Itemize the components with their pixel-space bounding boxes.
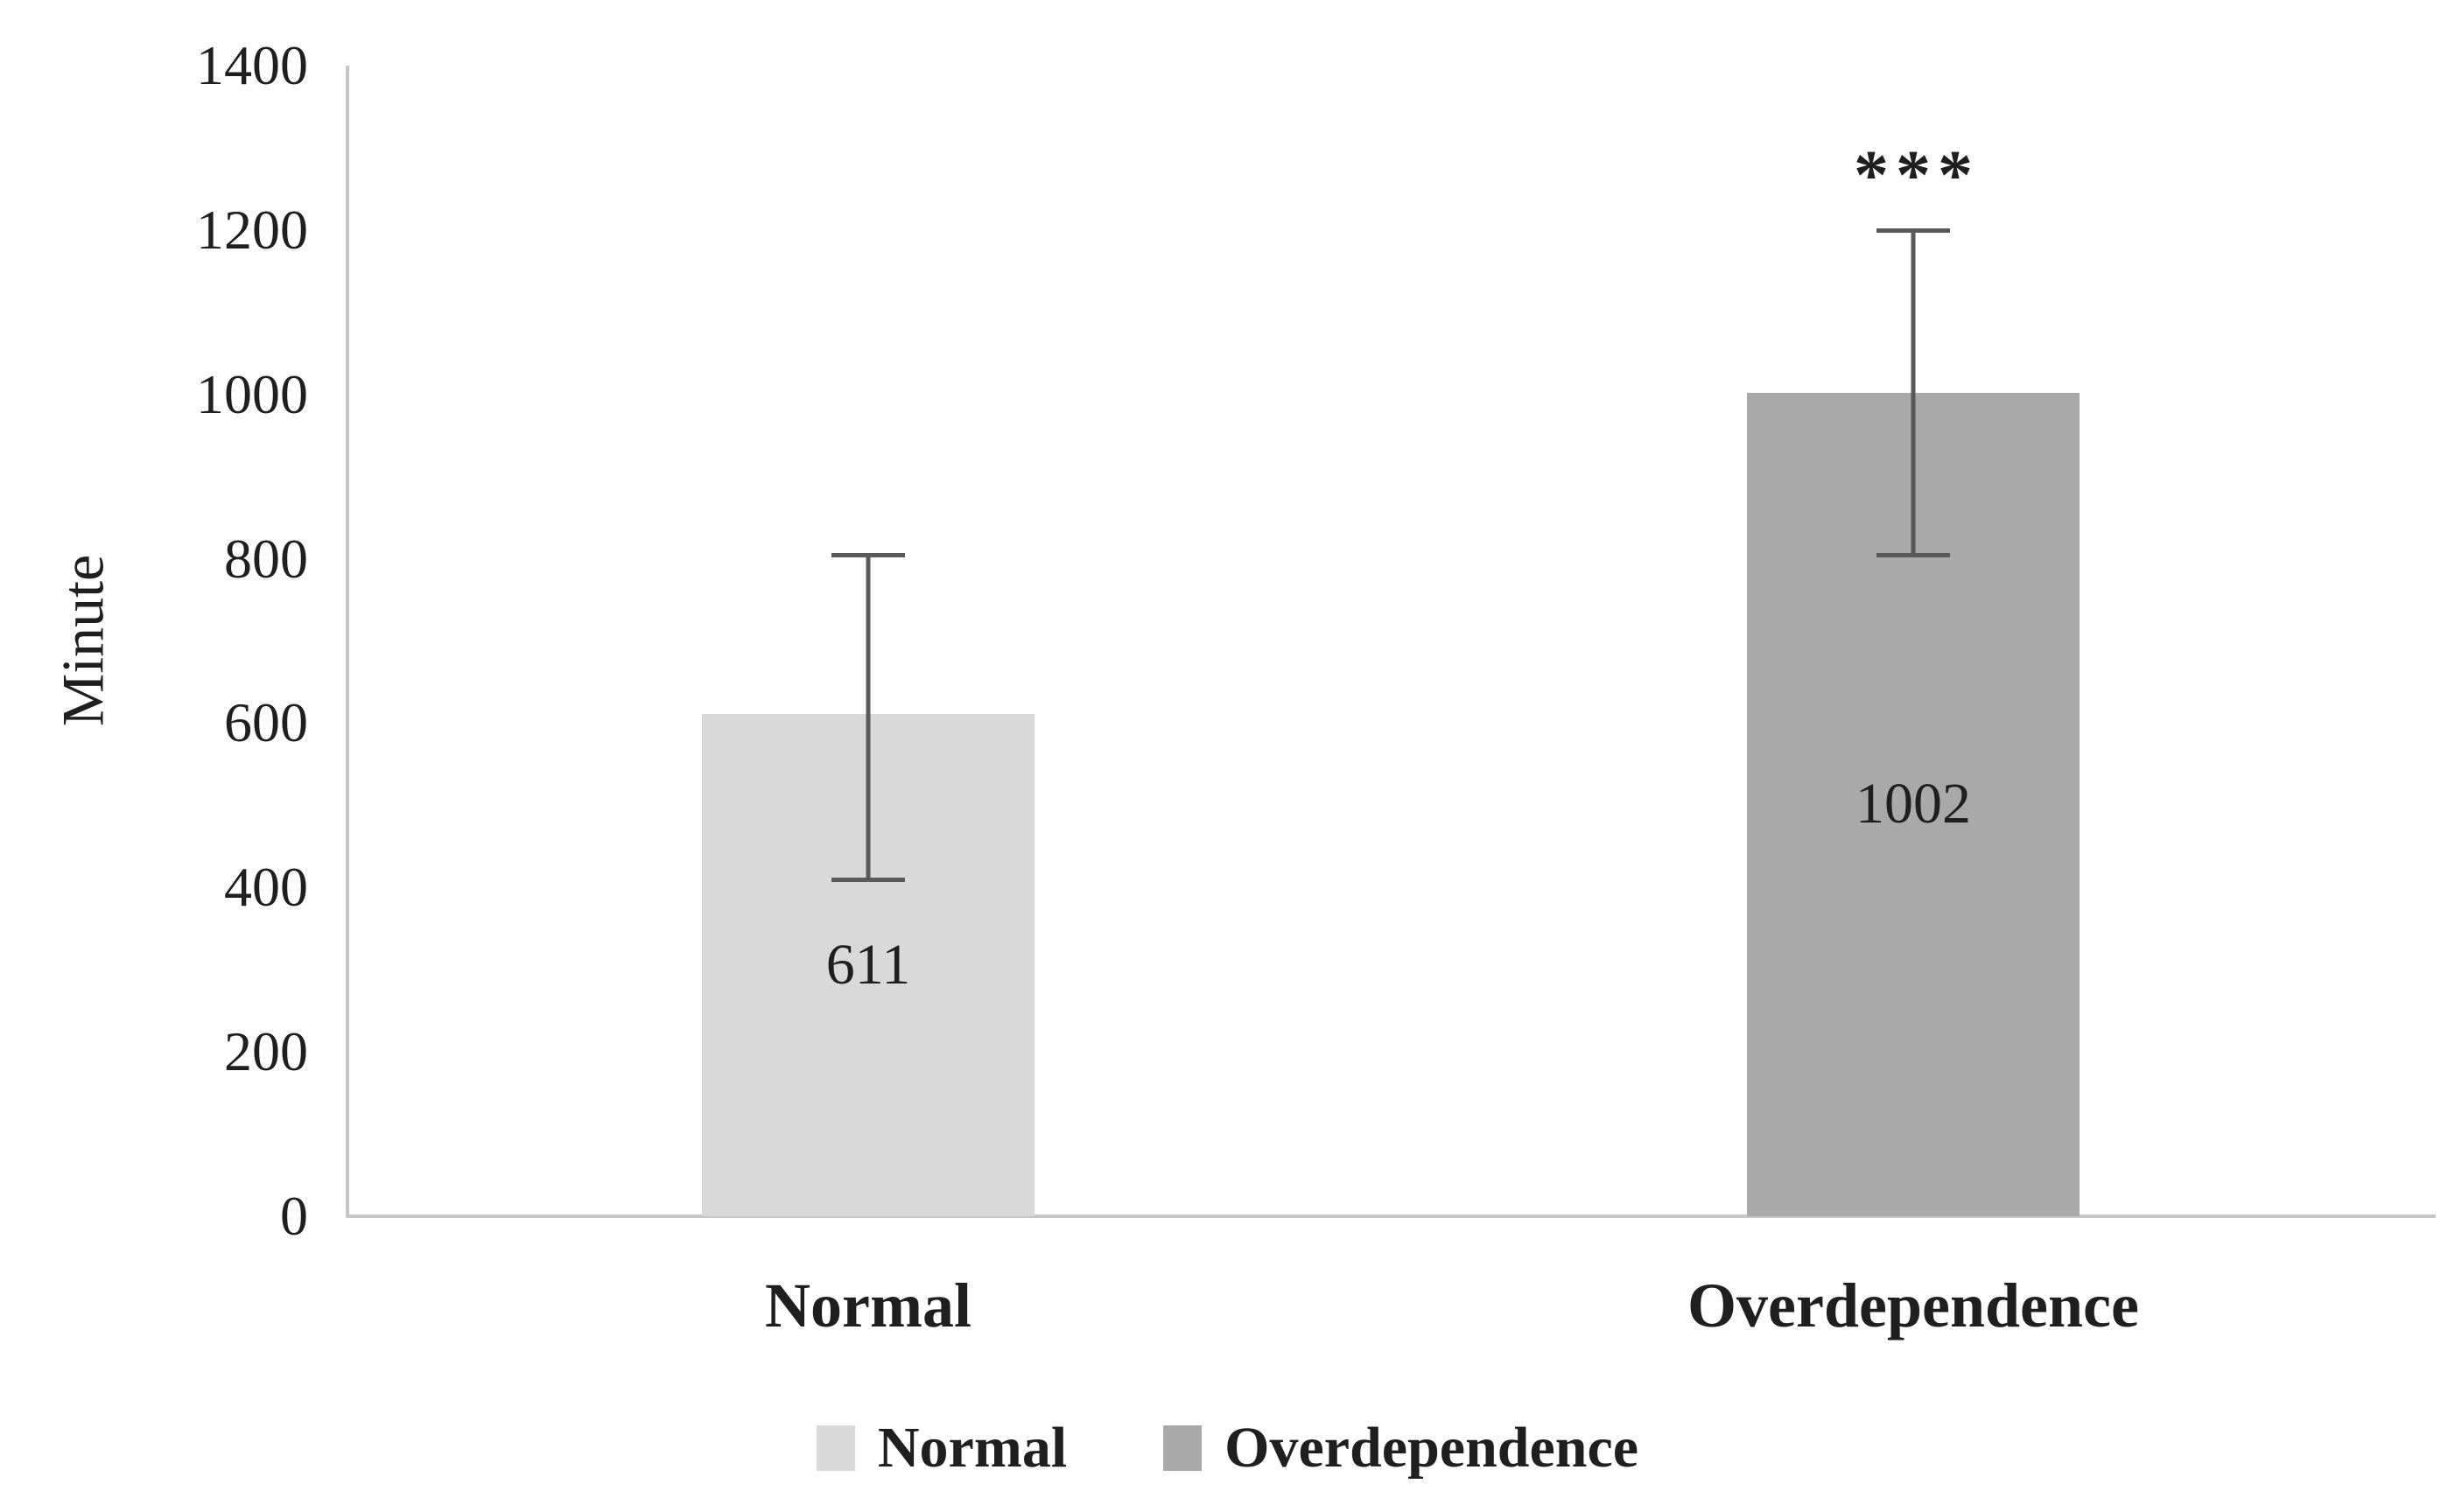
legend-swatch — [1163, 1425, 1203, 1471]
error-bar-line — [866, 554, 871, 879]
bar-value-label: 1002 — [1855, 772, 1971, 836]
y-tick-label: 0 — [280, 1185, 308, 1247]
y-axis-line — [346, 66, 349, 1216]
error-bar-cap — [831, 877, 905, 882]
legend-item: Overdependence — [1163, 1419, 1638, 1477]
significance-marker: *** — [1854, 136, 1980, 214]
error-bar-cap — [1876, 552, 1950, 557]
y-tick-label: 1200 — [196, 198, 308, 261]
error-bar-cap — [1876, 228, 1950, 233]
y-tick-label: 800 — [224, 527, 308, 590]
y-tick-label: 600 — [224, 691, 308, 754]
x-category-label: Normal — [765, 1270, 971, 1340]
y-tick-label: 200 — [224, 1020, 308, 1083]
error-bar-line — [1911, 229, 1916, 555]
legend-label: Normal — [877, 1416, 1068, 1480]
y-tick-label: 1400 — [196, 34, 308, 96]
y-tick-label: 400 — [224, 856, 308, 919]
error-bar-cap — [831, 552, 905, 557]
legend: Normal Overdependence — [0, 1419, 2455, 1477]
legend-swatch — [816, 1425, 855, 1471]
legend-item: Normal — [816, 1416, 1068, 1480]
x-axis-line — [346, 1214, 2436, 1218]
y-tick-label: 1000 — [196, 362, 308, 425]
bar-value-label: 611 — [825, 933, 911, 998]
x-category-label: Overdependence — [1687, 1270, 2139, 1340]
legend-label: Overdependence — [1224, 1416, 1639, 1480]
